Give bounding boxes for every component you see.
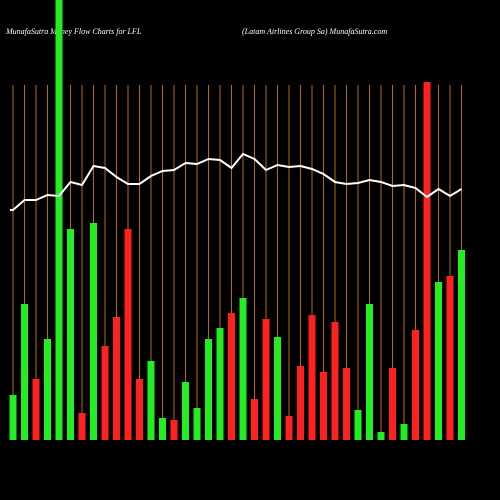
bar bbox=[389, 368, 396, 440]
bar bbox=[9, 395, 17, 440]
bar bbox=[78, 413, 86, 440]
bar bbox=[308, 315, 316, 440]
bar bbox=[136, 379, 143, 440]
bar bbox=[262, 319, 270, 440]
bar bbox=[297, 366, 304, 440]
bar bbox=[205, 339, 212, 440]
bar bbox=[435, 282, 442, 440]
bar bbox=[55, 0, 63, 440]
bar bbox=[251, 399, 258, 440]
bar bbox=[228, 313, 235, 440]
bar bbox=[458, 250, 465, 440]
bar bbox=[400, 424, 408, 440]
bar bbox=[101, 346, 109, 440]
bar bbox=[285, 416, 293, 440]
bar bbox=[21, 304, 28, 440]
bar bbox=[274, 337, 281, 440]
bar bbox=[124, 229, 132, 440]
bar bbox=[412, 330, 419, 440]
bar bbox=[182, 382, 189, 440]
bar bbox=[159, 418, 166, 440]
bar bbox=[44, 339, 51, 440]
bar bbox=[354, 410, 362, 440]
bar bbox=[216, 328, 224, 440]
bar bbox=[67, 229, 74, 440]
bar bbox=[193, 408, 201, 440]
line bbox=[10, 152, 463, 211]
chart-title: MunafaSutra Money Flow Charts for LFL bbox=[5, 27, 142, 36]
bar bbox=[113, 317, 120, 440]
bar bbox=[147, 361, 155, 440]
bar bbox=[90, 223, 97, 440]
chart-subtitle: (Latam Airlines Group Sa) MunafaSutra.co… bbox=[242, 27, 387, 36]
bar bbox=[377, 432, 385, 440]
bar bbox=[320, 372, 327, 440]
bar bbox=[32, 379, 40, 440]
bar bbox=[423, 82, 431, 440]
bar bbox=[343, 368, 350, 440]
bar bbox=[446, 276, 454, 440]
bar bbox=[170, 420, 178, 440]
bar bbox=[331, 322, 339, 440]
bar bbox=[239, 298, 247, 440]
bar bbox=[366, 304, 373, 440]
